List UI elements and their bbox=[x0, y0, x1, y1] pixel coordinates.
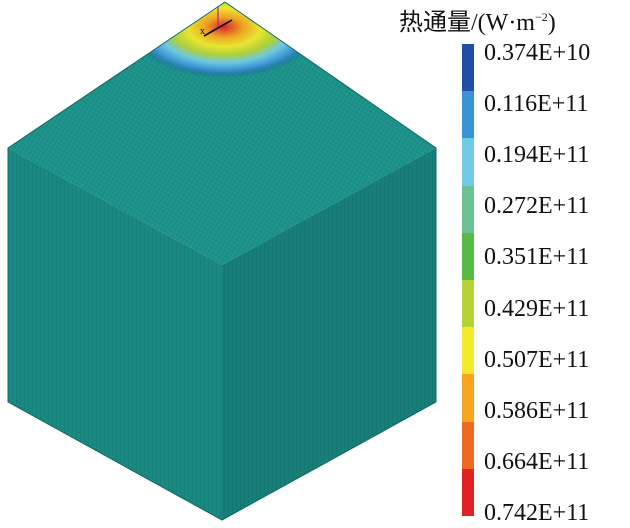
axis-x-label: x bbox=[200, 26, 205, 37]
legend-title-unit: /(W·m−2) bbox=[471, 10, 556, 36]
legend-label-8: 0.586E+11 bbox=[484, 397, 590, 424]
legend-swatch-10 bbox=[462, 468, 474, 517]
legend-swatch-7 bbox=[462, 327, 474, 375]
legend-label-10: 0.742E+11 bbox=[484, 499, 590, 526]
legend-color-bar bbox=[462, 44, 474, 517]
legend-swatch-1 bbox=[462, 44, 474, 92]
cube-top-mesh bbox=[8, 2, 436, 265]
legend-label-1: 0.374E+10 bbox=[484, 40, 591, 66]
legend-label-3: 0.194E+11 bbox=[484, 142, 590, 169]
legend-swatch-3 bbox=[462, 138, 474, 186]
hotspot-clip-edge bbox=[0, 0, 225, 148]
legend-label-2: 0.116E+11 bbox=[484, 91, 589, 118]
legend-label-4: 0.272E+11 bbox=[484, 193, 590, 220]
legend-labels: 0.374E+10 0.116E+11 0.194E+11 0.272E+11 0.35… bbox=[484, 38, 630, 528]
legend-label-9: 0.664E+11 bbox=[484, 448, 590, 475]
legend-swatch-4 bbox=[462, 185, 474, 233]
legend-swatch-5 bbox=[462, 232, 474, 281]
hotspot-clip-edge-right bbox=[225, 2, 630, 148]
axis-triad-icon: x bbox=[200, 6, 233, 37]
legend-label-7: 0.507E+11 bbox=[484, 346, 590, 373]
legend-swatch-6 bbox=[462, 280, 474, 328]
cube-outline bbox=[7, 1, 437, 521]
legend-swatch-2 bbox=[462, 91, 474, 139]
legend-title: 热通量/(W·m−2) bbox=[399, 2, 556, 37]
legend-swatch-8 bbox=[462, 374, 474, 422]
cube-left-mesh bbox=[8, 148, 222, 520]
legend-label-5: 0.351E+11 bbox=[484, 244, 590, 271]
cube-right-mesh bbox=[222, 148, 436, 520]
legend-label-6: 0.429E+11 bbox=[484, 295, 590, 322]
legend-title-prefix: 热通量 bbox=[399, 10, 471, 36]
legend-swatch-9 bbox=[462, 421, 474, 469]
